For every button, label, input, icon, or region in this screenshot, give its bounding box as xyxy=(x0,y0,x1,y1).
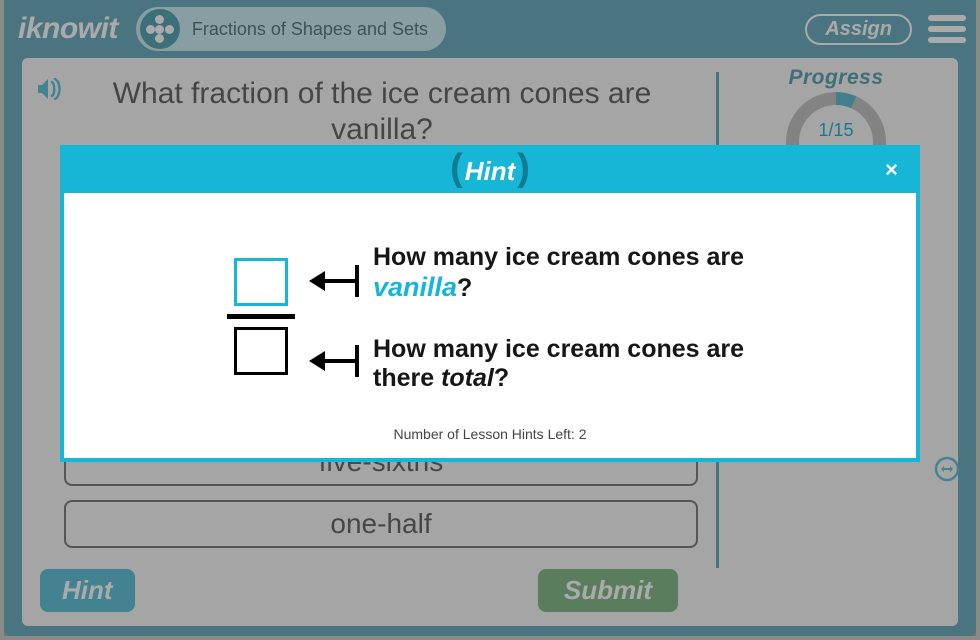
hint-modal-body: How many ice cream cones are vanilla? Ho… xyxy=(64,193,916,458)
numerator-box xyxy=(234,258,288,306)
close-icon[interactable]: × xyxy=(885,157,898,183)
arrow-column xyxy=(309,257,359,377)
app-frame: iknowit Fractions of Shapes and Sets Ass… xyxy=(4,0,976,636)
hints-remaining: Number of Lesson Hints Left: 2 xyxy=(104,426,876,442)
fraction-diagram xyxy=(227,258,295,375)
denominator-box xyxy=(234,327,288,375)
hint-modal: ( Hint ) × xyxy=(60,145,920,462)
numerator-hint-text: How many ice cream cones are vanilla? xyxy=(373,243,753,303)
arrow-left-icon xyxy=(309,265,359,297)
fraction-bar xyxy=(227,314,295,319)
progress-count: 1/15 xyxy=(781,120,891,141)
arrow-left-icon xyxy=(309,345,359,377)
hint-modal-title: Hint xyxy=(465,156,516,187)
denominator-hint-text: How many ice cream cones are there total… xyxy=(373,335,753,393)
paren-left-icon: ( xyxy=(448,147,465,190)
hint-modal-header: ( Hint ) × xyxy=(64,149,916,193)
paren-right-icon: ) xyxy=(515,147,532,190)
